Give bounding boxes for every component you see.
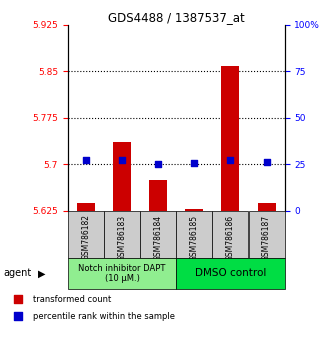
Bar: [149, 179, 167, 211]
Text: GSM786186: GSM786186: [226, 215, 235, 261]
Bar: [68, 211, 104, 258]
Point: [156, 161, 161, 167]
Text: GSM786183: GSM786183: [118, 215, 126, 261]
Bar: [213, 211, 249, 258]
Text: Notch inhibitor DAPT
(10 μM.): Notch inhibitor DAPT (10 μM.): [78, 264, 166, 283]
Bar: [113, 142, 131, 211]
Bar: [176, 211, 213, 258]
Bar: [176, 258, 285, 289]
Text: GSM786187: GSM786187: [262, 215, 271, 261]
Text: agent: agent: [3, 268, 31, 279]
Title: GDS4488 / 1387537_at: GDS4488 / 1387537_at: [108, 11, 245, 24]
Point: [192, 160, 197, 166]
Text: GSM786184: GSM786184: [154, 215, 163, 261]
Point: [234, 251, 239, 257]
Bar: [77, 202, 95, 211]
Bar: [68, 258, 176, 289]
Text: DMSO control: DMSO control: [195, 268, 266, 279]
Text: percentile rank within the sample: percentile rank within the sample: [33, 312, 175, 321]
Text: GSM786182: GSM786182: [81, 215, 90, 261]
Bar: [185, 209, 203, 211]
Point: [264, 159, 269, 165]
Point: [83, 158, 89, 163]
Point: [228, 157, 233, 162]
Point: [234, 95, 239, 101]
Point: [119, 158, 125, 163]
Bar: [104, 211, 140, 258]
Text: ▶: ▶: [38, 268, 46, 279]
Bar: [249, 211, 285, 258]
Text: GSM786185: GSM786185: [190, 215, 199, 261]
Text: transformed count: transformed count: [33, 295, 112, 304]
Bar: [258, 202, 276, 211]
Bar: [221, 66, 240, 211]
Bar: [140, 211, 176, 258]
